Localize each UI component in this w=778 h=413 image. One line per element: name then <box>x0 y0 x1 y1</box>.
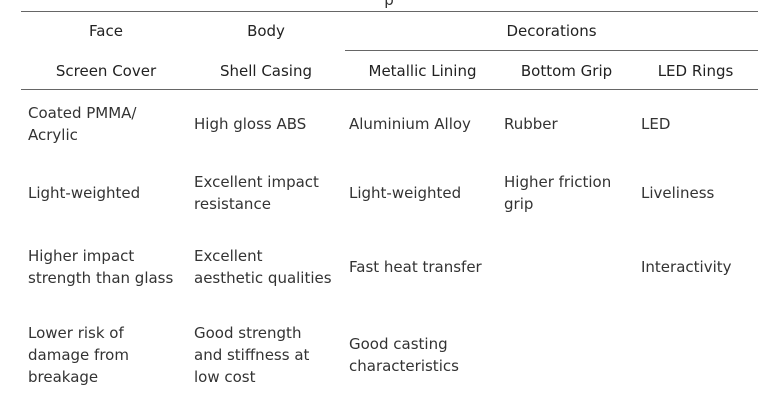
group-header-body: Body <box>247 22 285 40</box>
cell-line: Coated PMMA/ <box>28 104 137 122</box>
cell-line: characteristics <box>349 357 459 375</box>
cell-line: and stiffness at <box>194 346 310 364</box>
cell-line: resistance <box>194 195 271 213</box>
table-cell-bottom-grip: Higher friction grip <box>504 171 611 215</box>
table-caption-fragment: p <box>384 0 394 9</box>
cell-line: Interactivity <box>641 258 732 276</box>
cell-line: low cost <box>194 368 256 386</box>
table-cell-shell-casing: Excellent aesthetic qualities <box>194 245 332 289</box>
table-cell-metallic-lining: Light-weighted <box>349 182 461 204</box>
col-header-metallic-lining: Metallic Lining <box>368 62 477 80</box>
table-cell-led-rings: LED <box>641 113 670 135</box>
cell-line: damage from <box>28 346 129 364</box>
table-cell-shell-casing: Excellent impact resistance <box>194 171 319 215</box>
col-header-screen-cover: Screen Cover <box>55 62 157 80</box>
cell-line: Excellent <box>194 247 263 265</box>
table-cell-screen-cover: Lower risk of damage from breakage <box>28 322 129 388</box>
cell-line: Rubber <box>504 115 558 133</box>
cell-line: Acrylic <box>28 126 78 144</box>
cell-line: LED <box>641 115 671 133</box>
cell-line: Fast heat transfer <box>349 258 482 276</box>
table-cell-screen-cover: Coated PMMA/Acrylic <box>28 102 137 146</box>
group-header-decorations: Decorations <box>506 22 597 40</box>
cell-line: Excellent impact <box>194 173 319 191</box>
table-cell-bottom-grip: Rubber <box>504 113 558 135</box>
group-header-face: Face <box>89 22 123 40</box>
cell-line: Light-weighted <box>28 184 141 202</box>
table-cell-led-rings: Interactivity <box>641 256 732 278</box>
table-cell-screen-cover: Higher impact strength than glass <box>28 245 173 289</box>
cell-line: Aluminium Alloy <box>349 115 471 133</box>
cell-line: Light-weighted <box>349 184 462 202</box>
cell-line: Higher impact <box>28 247 135 265</box>
table-top-rule <box>21 11 758 12</box>
table-cell-screen-cover: Light-weighted <box>28 182 140 204</box>
decorations-group-rule <box>345 50 758 51</box>
header-bottom-rule <box>21 89 758 90</box>
cell-line: strength than glass <box>28 269 174 287</box>
cell-line: aesthetic qualities <box>194 269 332 287</box>
table-cell-shell-casing: Good strength and stiffness at low cost <box>194 322 309 388</box>
cell-line: Liveliness <box>641 184 715 202</box>
table-cell-led-rings: Liveliness <box>641 182 714 204</box>
col-header-bottom-grip: Bottom Grip <box>520 62 613 80</box>
col-header-shell-casing: Shell Casing <box>219 62 313 80</box>
cell-line: Lower risk of <box>28 324 124 342</box>
col-header-led-rings: LED Rings <box>657 62 734 80</box>
cell-line: Higher friction <box>504 173 612 191</box>
table-cell-metallic-lining: Aluminium Alloy <box>349 113 471 135</box>
table-cell-metallic-lining: Fast heat transfer <box>349 256 482 278</box>
table-cell-shell-casing: High gloss ABS <box>194 113 306 135</box>
cell-line: High gloss ABS <box>194 115 307 133</box>
table-cell-metallic-lining: Good casting characteristics <box>349 333 459 377</box>
cell-line: Good strength <box>194 324 302 342</box>
cell-line: Good casting <box>349 335 448 353</box>
cell-line: grip <box>504 195 534 213</box>
cell-line: breakage <box>28 368 99 386</box>
